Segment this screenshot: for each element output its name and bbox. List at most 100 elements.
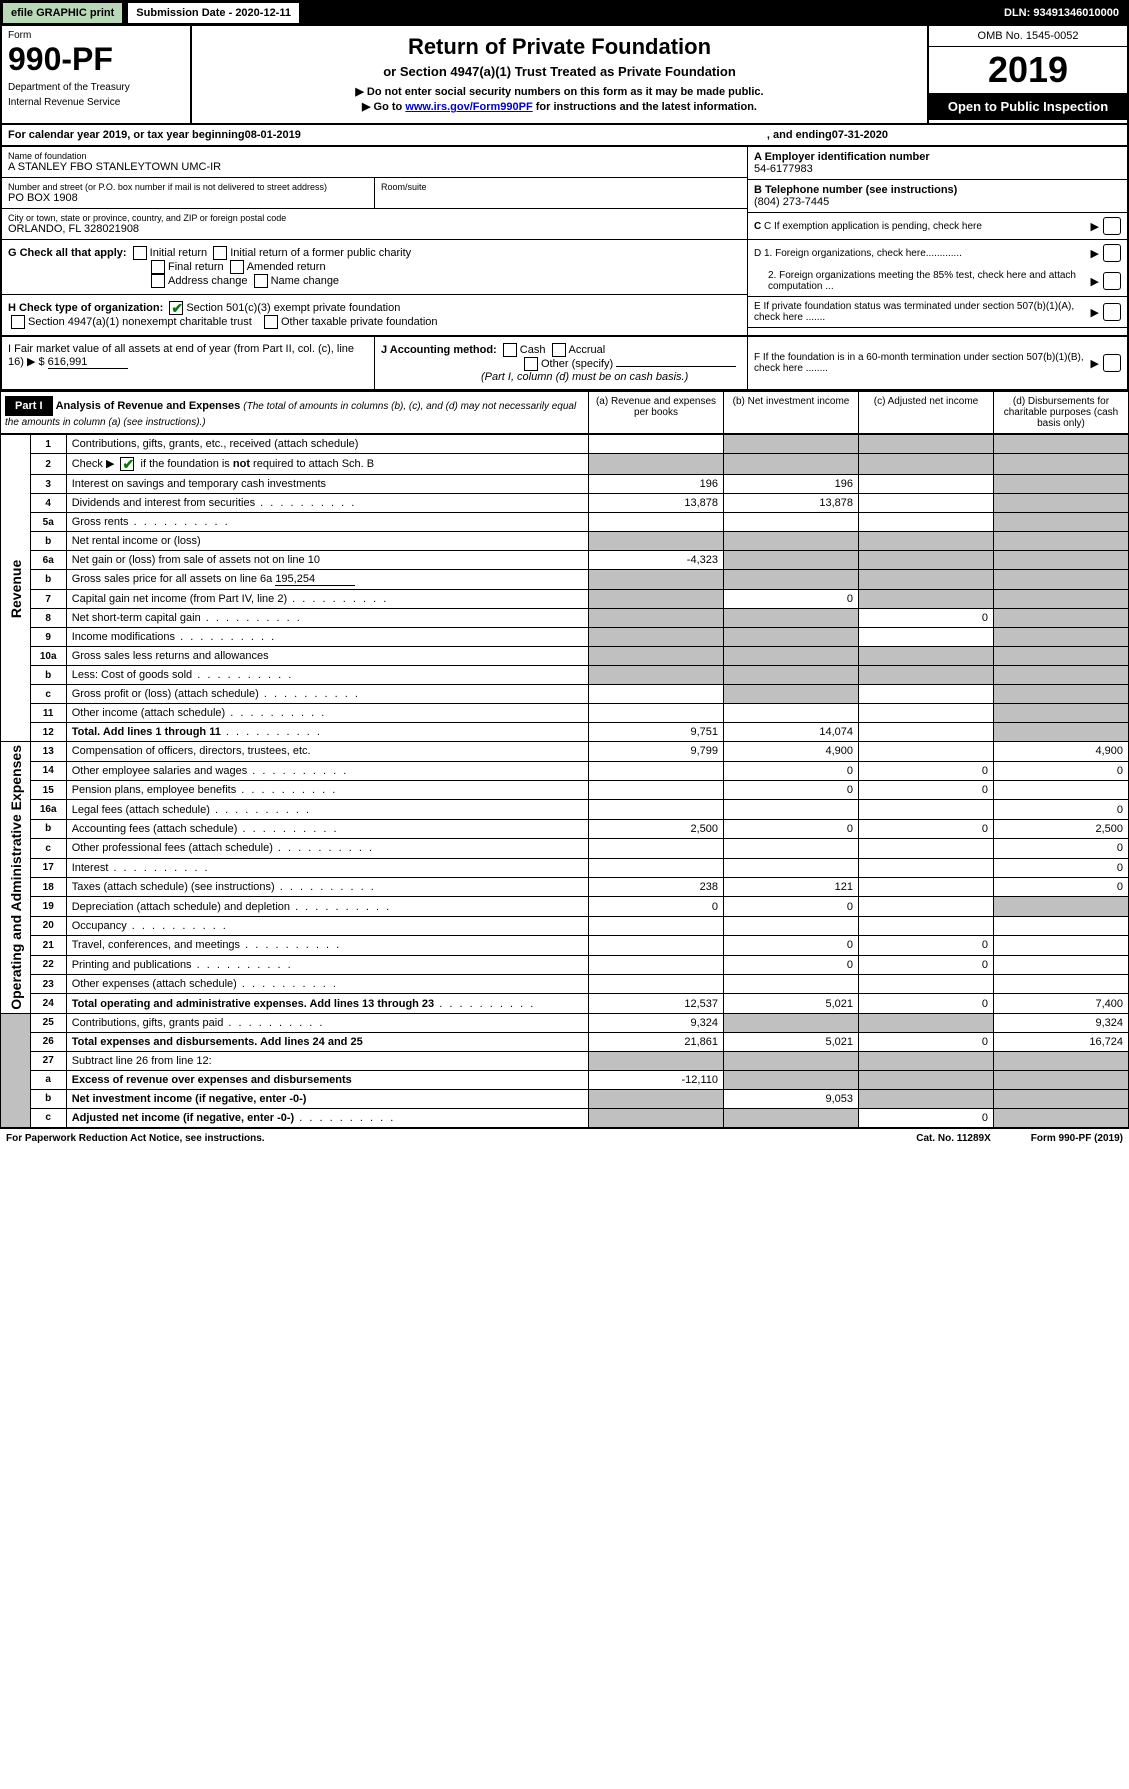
- table-row: 25Contributions, gifts, grants paid9,324…: [1, 1013, 1129, 1032]
- table-row: 3Interest on savings and temporary cash …: [1, 475, 1129, 494]
- f-checkbox[interactable]: [1103, 354, 1121, 372]
- table-row: 26Total expenses and disbursements. Add …: [1, 1032, 1129, 1051]
- table-row: 5aGross rents: [1, 513, 1129, 532]
- irs-link[interactable]: www.irs.gov/Form990PF: [405, 101, 532, 113]
- analysis-table: Revenue 1Contributions, gifts, grants, e…: [0, 434, 1129, 1128]
- table-row: 18Taxes (attach schedule) (see instructi…: [1, 877, 1129, 896]
- c-checkbox[interactable]: [1103, 217, 1121, 235]
- h-check-row: H Check type of organization: Section 50…: [2, 295, 747, 335]
- d2-checkbox[interactable]: [1103, 272, 1121, 290]
- part1-badge: Part I: [5, 396, 53, 416]
- dept-treasury: Department of the Treasury: [8, 82, 184, 93]
- ein-cell: A Employer identification number 54-6177…: [748, 147, 1127, 180]
- table-row: bNet investment income (if negative, ent…: [1, 1089, 1129, 1108]
- table-row: 8Net short-term capital gain0: [1, 609, 1129, 628]
- table-row: 21Travel, conferences, and meetings00: [1, 936, 1129, 955]
- other-method-checkbox[interactable]: [524, 357, 538, 371]
- table-row: aExcess of revenue over expenses and dis…: [1, 1070, 1129, 1089]
- end-date: 07-31-2020: [832, 129, 888, 141]
- other-taxable-checkbox[interactable]: [264, 315, 278, 329]
- col-d-head: (d) Disbursements for charitable purpose…: [993, 392, 1128, 433]
- info-right: A Employer identification number 54-6177…: [747, 147, 1127, 335]
- header-left: Form 990-PF Department of the Treasury I…: [2, 26, 192, 123]
- name-change-checkbox[interactable]: [254, 274, 268, 288]
- schb-checkbox[interactable]: [120, 457, 134, 471]
- d1-checkbox[interactable]: [1103, 244, 1121, 262]
- form-ref: Form 990-PF (2019): [1031, 1133, 1123, 1144]
- e-checkbox[interactable]: [1103, 303, 1121, 321]
- ijf-row: I Fair market value of all assets at end…: [0, 337, 1129, 391]
- topbar: efile GRAPHIC print Submission Date - 20…: [0, 0, 1129, 26]
- part1-desc: Part I Analysis of Revenue and Expenses …: [1, 392, 588, 433]
- final-return-checkbox[interactable]: [151, 260, 165, 274]
- city-state-zip: ORLANDO, FL 328021908: [8, 223, 741, 235]
- table-row: bGross sales price for all assets on lin…: [1, 570, 1129, 590]
- table-row: cAdjusted net income (if negative, enter…: [1, 1108, 1129, 1127]
- note-link: ▶ Go to www.irs.gov/Form990PF for instru…: [200, 100, 919, 113]
- initial-public-checkbox[interactable]: [213, 246, 227, 260]
- header-right: OMB No. 1545-0052 2019 Open to Public In…: [927, 26, 1127, 123]
- address-cell: Number and street (or P.O. box number if…: [2, 178, 374, 209]
- table-row: Revenue 1Contributions, gifts, grants, e…: [1, 435, 1129, 454]
- fmv-value: 616,991: [48, 356, 128, 369]
- form-number: 990-PF: [8, 41, 184, 78]
- table-row: 12Total. Add lines 1 through 119,75114,0…: [1, 723, 1129, 742]
- arrow-icon: ▶: [1091, 247, 1099, 260]
- table-row: 20Occupancy: [1, 916, 1129, 935]
- cat-no: Cat. No. 11289X: [916, 1133, 990, 1144]
- form-header: Form 990-PF Department of the Treasury I…: [0, 26, 1129, 125]
- table-row: Operating and Administrative Expenses 13…: [1, 742, 1129, 761]
- dln: DLN: 93491346010000: [996, 3, 1127, 23]
- amended-checkbox[interactable]: [230, 260, 244, 274]
- table-row: bLess: Cost of goods sold: [1, 666, 1129, 685]
- header-center: Return of Private Foundation or Section …: [192, 26, 927, 123]
- col-b-head: (b) Net investment income: [723, 392, 858, 433]
- info-grid: Name of foundation A STANLEY FBO STANLEY…: [0, 147, 1129, 337]
- arrow-icon: ▶: [1091, 275, 1099, 288]
- part1-header-row: Part I Analysis of Revenue and Expenses …: [0, 391, 1129, 434]
- arrow-icon: ▶: [1091, 357, 1099, 370]
- f-cell: F If the foundation is in a 60-month ter…: [747, 337, 1127, 389]
- table-row: 17Interest0: [1, 858, 1129, 877]
- g-check-row: G Check all that apply: Initial return I…: [2, 240, 747, 295]
- d2-check: 2. Foreign organizations meeting the 85%…: [748, 266, 1127, 297]
- j-cell: J Accounting method: Cash Accrual Other …: [375, 337, 747, 389]
- table-row: 15Pension plans, employee benefits00: [1, 780, 1129, 799]
- table-row: 16aLegal fees (attach schedule)0: [1, 800, 1129, 819]
- table-row: 22Printing and publications00: [1, 955, 1129, 974]
- table-row: 23Other expenses (attach schedule): [1, 974, 1129, 993]
- inspection-badge: Open to Public Inspection: [929, 93, 1127, 120]
- paperwork-notice: For Paperwork Reduction Act Notice, see …: [6, 1133, 265, 1144]
- col-a-head: (a) Revenue and expenses per books: [588, 392, 723, 433]
- table-row: 7Capital gain net income (from Part IV, …: [1, 590, 1129, 609]
- col-c-head: (c) Adjusted net income: [858, 392, 993, 433]
- cash-checkbox[interactable]: [503, 343, 517, 357]
- table-row: 6aNet gain or (loss) from sale of assets…: [1, 551, 1129, 570]
- initial-return-checkbox[interactable]: [133, 246, 147, 260]
- efile-badge[interactable]: efile GRAPHIC print: [2, 2, 123, 24]
- 4947-checkbox[interactable]: [11, 315, 25, 329]
- address-change-checkbox[interactable]: [151, 274, 165, 288]
- form-subtitle: or Section 4947(a)(1) Trust Treated as P…: [200, 64, 919, 79]
- accrual-checkbox[interactable]: [552, 343, 566, 357]
- city-cell: City or town, state or province, country…: [2, 209, 747, 240]
- table-row: 27Subtract line 26 from line 12:: [1, 1051, 1129, 1070]
- i-cell: I Fair market value of all assets at end…: [2, 337, 375, 389]
- submission-date: Submission Date - 2020-12-11: [127, 2, 300, 24]
- e-check: E If private foundation status was termi…: [748, 297, 1127, 328]
- dept-irs: Internal Revenue Service: [8, 97, 184, 108]
- table-row: 9Income modifications: [1, 628, 1129, 647]
- table-row: cGross profit or (loss) (attach schedule…: [1, 685, 1129, 704]
- table-row: 19Depreciation (attach schedule) and dep…: [1, 897, 1129, 916]
- form-title: Return of Private Foundation: [200, 34, 919, 60]
- room-cell: Room/suite: [374, 178, 747, 209]
- info-left: Name of foundation A STANLEY FBO STANLEY…: [2, 147, 747, 335]
- table-row: 11Other income (attach schedule): [1, 704, 1129, 723]
- 501c3-checkbox[interactable]: [169, 301, 183, 315]
- phone: (804) 273-7445: [754, 196, 1121, 208]
- table-row: cOther professional fees (attach schedul…: [1, 839, 1129, 858]
- table-row: 14Other employee salaries and wages000: [1, 761, 1129, 780]
- c-check: C C If exemption application is pending,…: [748, 213, 1127, 240]
- table-row: bAccounting fees (attach schedule)2,5000…: [1, 819, 1129, 838]
- d1-check: D 1. Foreign organizations, check here..…: [748, 240, 1127, 266]
